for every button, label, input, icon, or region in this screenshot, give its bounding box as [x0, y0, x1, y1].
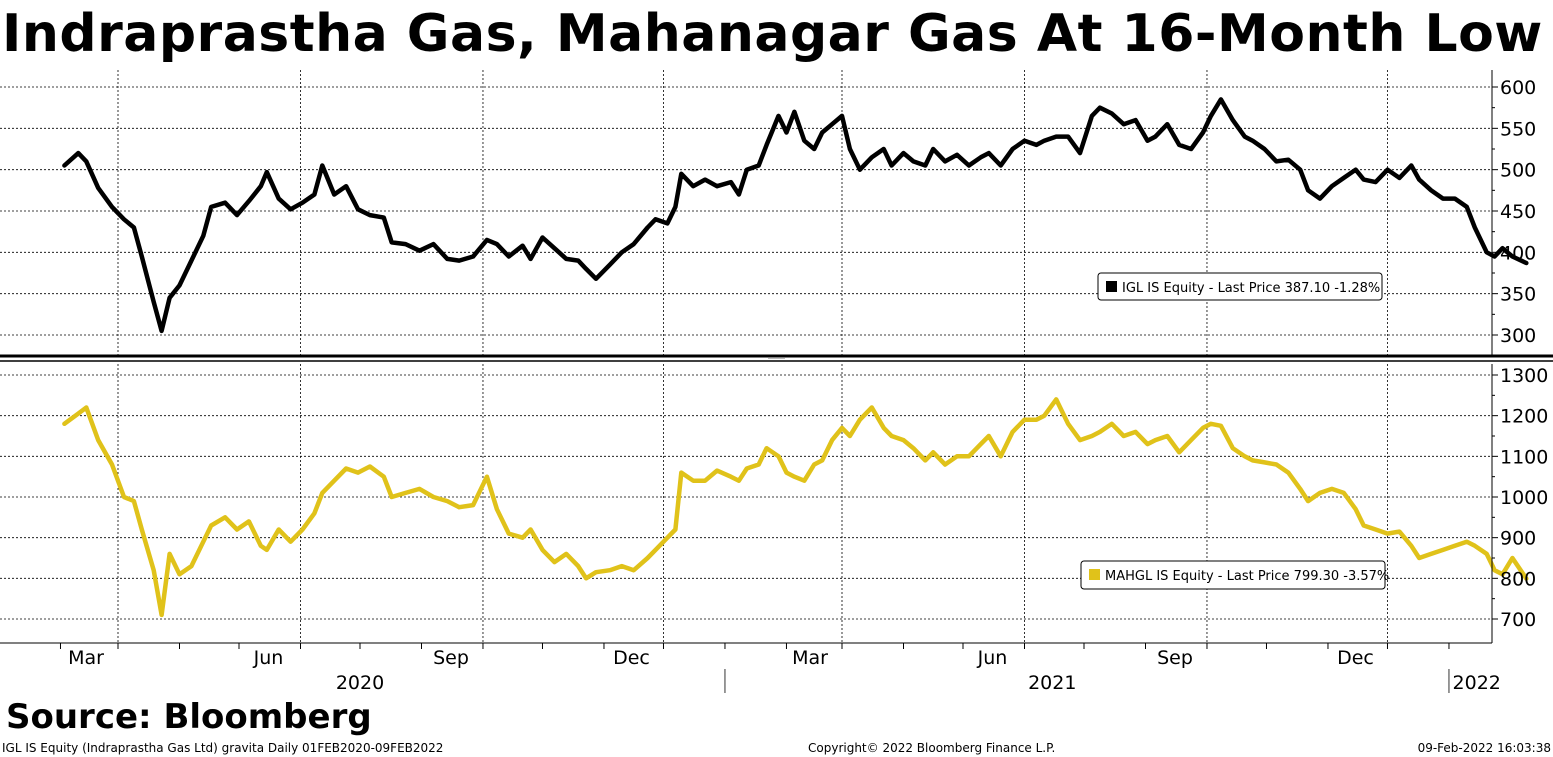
y-tick-label: 600: [1500, 77, 1536, 99]
y-tick-label: 1000: [1500, 487, 1548, 509]
y-tick-label: 500: [1500, 160, 1536, 182]
x-year-label: 2021: [1028, 672, 1076, 694]
y-tick-label: 550: [1500, 118, 1536, 140]
y-tick-label: 300: [1500, 325, 1536, 347]
legend-swatch: [1089, 569, 1100, 580]
y-tick-label: 400: [1500, 242, 1536, 264]
x-month-label: Mar: [792, 647, 828, 669]
panel-frames: [0, 354, 1553, 362]
x-month-label: Dec: [613, 647, 650, 669]
x-month-label: Sep: [433, 647, 469, 669]
legends: IGL IS Equity - Last Price 387.10 -1.28%…: [1080, 272, 1389, 590]
legend-text: MAHGL IS Equity - Last Price 799.30 -3.5…: [1105, 569, 1389, 584]
y-tick-label: 800: [1500, 568, 1536, 590]
y-tick-label: 1300: [1500, 365, 1548, 387]
legend-box: [1080, 560, 1386, 590]
legend-text: IGL IS Equity - Last Price 387.10 -1.28%: [1122, 281, 1380, 296]
legend-swatch: [1106, 281, 1117, 292]
x-year-label: 2020: [336, 672, 384, 694]
axes: 300 350 400 450 500 550 600 700 800 900 1000 1100 12…: [0, 70, 1548, 694]
chart-title: Indraprastha Gas, Mahanagar Gas At 16-Mo…: [2, 4, 1543, 64]
footer-timestamp: 09-Feb-2022 16:03:38: [1417, 741, 1551, 755]
x-year-label: 2022: [1453, 672, 1501, 694]
y-tick-label: 700: [1500, 609, 1536, 631]
grid-lines: [0, 70, 1492, 643]
x-month-label: Dec: [1337, 647, 1374, 669]
x-month-label: Jun: [253, 647, 284, 669]
mahgl-price-line: [62, 397, 1529, 618]
series-lines: [62, 97, 1529, 618]
x-month-label: Sep: [1157, 647, 1193, 669]
footer-copyright: Copyright© 2022 Bloomberg Finance L.P.: [808, 741, 1056, 755]
x-month-label: Mar: [68, 647, 104, 669]
y-tick-label: 1100: [1500, 446, 1548, 468]
y-tick-label: 350: [1500, 284, 1536, 306]
y-tick-label: 1200: [1500, 406, 1548, 428]
x-month-label: Jun: [977, 647, 1008, 669]
y-tick-label: 900: [1500, 528, 1536, 550]
legend-box: [1097, 272, 1383, 301]
footer-ticker-info: IGL IS Equity (Indraprastha Gas Ltd) gra…: [2, 741, 444, 755]
y-tick-label: 450: [1500, 201, 1536, 223]
source-label: Source: Bloomberg: [6, 697, 372, 737]
igl-price-line: [62, 97, 1529, 334]
